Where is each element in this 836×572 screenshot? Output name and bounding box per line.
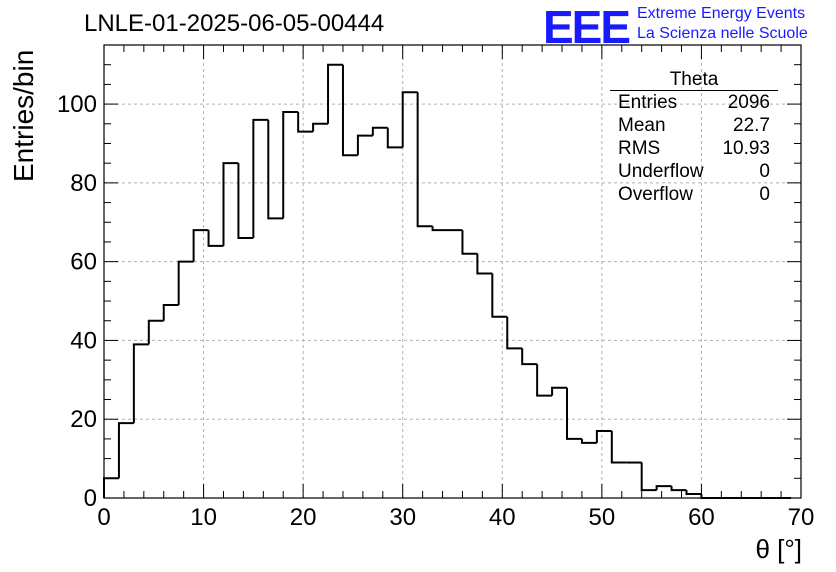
histogram-bin xyxy=(132,343,149,424)
y-tick-label: 0 xyxy=(84,485,97,512)
histogram-bin xyxy=(327,63,343,124)
stats-value: 2096 xyxy=(727,92,770,113)
x-tick-label: 0 xyxy=(97,504,110,531)
histogram-bin xyxy=(162,303,179,321)
histogram-bin xyxy=(252,118,269,239)
histogram-bin xyxy=(207,230,224,247)
histogram-bin xyxy=(282,110,299,219)
histogram-bin xyxy=(580,438,597,444)
histogram-bin xyxy=(610,431,627,464)
histogram-bin xyxy=(655,485,672,491)
histogram-bin xyxy=(222,162,239,246)
histogram-bin xyxy=(461,230,478,255)
x-tick-label: 20 xyxy=(290,504,317,531)
histogram-bin xyxy=(401,91,418,148)
stats-title: Theta xyxy=(610,70,778,91)
histogram-bin xyxy=(551,386,568,396)
histogram-bin xyxy=(177,260,194,305)
histogram-bin xyxy=(117,422,134,479)
stats-value: 22.7 xyxy=(733,115,770,136)
histogram-bin xyxy=(356,134,373,156)
eee-logo: EEE xyxy=(543,1,631,53)
histogram-bin xyxy=(371,126,388,136)
y-tick-label: 80 xyxy=(70,170,97,197)
histogram-bin xyxy=(491,273,508,318)
stats-row: Mean 22.7 xyxy=(610,114,778,137)
logo-line-1: Extreme Energy Events xyxy=(637,5,806,22)
stats-value: 0 xyxy=(759,161,770,182)
x-tick-label: 40 xyxy=(489,504,516,531)
stats-label: RMS xyxy=(618,138,661,159)
histogram-bin xyxy=(341,64,358,157)
histogram-bin xyxy=(103,477,119,498)
histogram-bin xyxy=(312,122,329,132)
histogram-bin xyxy=(685,490,702,496)
logo-line-2: La Scienza nelle Scuole xyxy=(637,25,808,42)
plot-frame xyxy=(103,44,802,499)
histogram-bin xyxy=(237,163,254,240)
stats-label: Mean xyxy=(618,115,666,136)
y-tick-label: 20 xyxy=(70,406,97,433)
histogram-bin xyxy=(267,119,284,220)
x-tick-label: 70 xyxy=(788,504,815,531)
histogram-bin xyxy=(566,387,582,440)
histogram-bin xyxy=(521,348,538,366)
y-tick-label: 60 xyxy=(70,249,97,276)
stats-value: 10.93 xyxy=(722,138,770,159)
histogram-bin xyxy=(536,364,553,397)
histogram-bin xyxy=(476,253,493,275)
x-axis-label: θ [°] xyxy=(755,534,802,564)
stats-label: Overflow xyxy=(618,184,693,205)
stats-label: Underflow xyxy=(618,161,704,182)
histogram-bin xyxy=(670,486,687,492)
histogram-bin xyxy=(595,430,612,443)
x-tick-label: 60 xyxy=(688,504,715,531)
stats-row: Underflow 0 xyxy=(610,160,778,183)
histogram-bin xyxy=(431,226,448,232)
stats-row: Entries 2096 xyxy=(610,91,778,114)
x-tick-label: 10 xyxy=(190,504,217,531)
stats-value: 0 xyxy=(759,184,770,205)
x-tick-label: 30 xyxy=(389,504,416,531)
y-tick-label: 40 xyxy=(70,327,97,354)
y-tick-label: 100 xyxy=(57,91,97,118)
stats-row: RMS 10.93 xyxy=(610,137,778,160)
histogram-bin xyxy=(192,229,209,262)
histogram-bin xyxy=(416,92,433,228)
histogram-bin xyxy=(506,316,523,350)
stats-label: Entries xyxy=(618,92,678,113)
histogram-bin xyxy=(147,319,164,345)
x-tick-label: 50 xyxy=(589,504,616,531)
chart-title: LNLE-01-2025-06-05-00444 xyxy=(84,10,385,37)
histogram-bin xyxy=(297,111,314,133)
stats-box: Theta Entries 2096 Mean 22.7 RMS 10.93 Unde… xyxy=(610,70,778,206)
stats-row: Overflow 0 xyxy=(610,183,778,206)
y-axis-label: Entries/bin xyxy=(8,49,39,182)
histogram-bin xyxy=(640,462,657,492)
histogram-bin xyxy=(386,127,403,149)
